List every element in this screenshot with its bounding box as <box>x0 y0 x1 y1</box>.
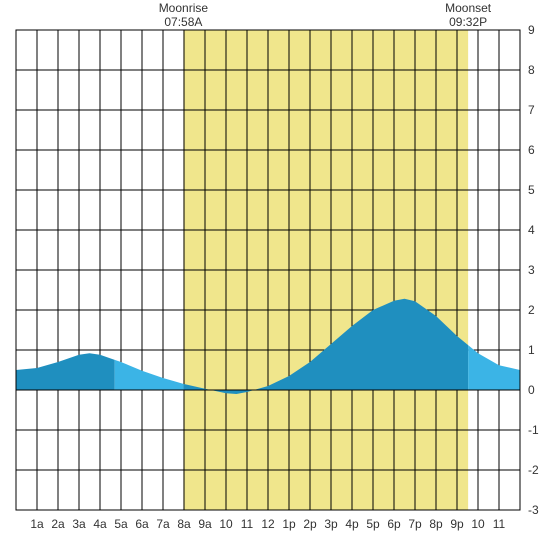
svg-text:-3: -3 <box>528 503 539 517</box>
svg-text:8: 8 <box>528 63 535 77</box>
svg-text:11: 11 <box>241 517 254 531</box>
svg-text:6p: 6p <box>387 517 401 531</box>
svg-text:1: 1 <box>528 343 535 357</box>
svg-text:1p: 1p <box>282 517 296 531</box>
svg-text:2p: 2p <box>303 517 317 531</box>
svg-text:5: 5 <box>528 183 535 197</box>
svg-text:11: 11 <box>493 517 506 531</box>
svg-text:1a: 1a <box>30 517 44 531</box>
tide-chart: 1a2a3a4a5a6a7a8a9a1011121p2p3p4p5p6p7p8p… <box>0 0 550 550</box>
svg-text:3a: 3a <box>72 517 86 531</box>
svg-text:3p: 3p <box>324 517 338 531</box>
moonrise-label: Moonrise07:58A <box>159 1 209 29</box>
svg-text:2a: 2a <box>51 517 65 531</box>
x-axis-labels: 1a 2a 3a 4a 5a 6a 7a 8a 9a 10 11 12 1p 2p 3p 4p 5p 6p 7p 8p… <box>30 517 505 531</box>
svg-text:6: 6 <box>528 143 535 157</box>
svg-text:2: 2 <box>528 303 535 317</box>
svg-text:-2: -2 <box>528 463 539 477</box>
svg-text:-1: -1 <box>528 423 539 437</box>
svg-text:10: 10 <box>219 517 233 531</box>
moonset-label: Moonset09:32P <box>445 1 492 29</box>
svg-text:12: 12 <box>261 517 275 531</box>
svg-text:09:32P: 09:32P <box>449 15 487 29</box>
chart-svg: 1a2a3a4a5a6a7a8a9a1011121p2p3p4p5p6p7p8p… <box>0 0 550 550</box>
svg-text:8p: 8p <box>429 517 443 531</box>
svg-text:9p: 9p <box>450 517 464 531</box>
svg-text:9: 9 <box>528 23 535 37</box>
svg-text:0: 0 <box>528 383 535 397</box>
svg-text:9a: 9a <box>198 517 212 531</box>
svg-text:7a: 7a <box>156 517 170 531</box>
svg-text:Moonset: Moonset <box>445 1 492 15</box>
svg-text:4p: 4p <box>345 517 359 531</box>
svg-text:7: 7 <box>528 103 535 117</box>
svg-text:5p: 5p <box>366 517 380 531</box>
svg-text:10: 10 <box>471 517 485 531</box>
svg-text:6a: 6a <box>135 517 149 531</box>
svg-text:8a: 8a <box>177 517 191 531</box>
svg-text:7p: 7p <box>408 517 422 531</box>
svg-text:4: 4 <box>528 223 535 237</box>
svg-text:5a: 5a <box>114 517 128 531</box>
svg-text:Moonrise: Moonrise <box>159 1 209 15</box>
svg-text:4a: 4a <box>93 517 107 531</box>
svg-text:07:58A: 07:58A <box>164 15 202 29</box>
svg-text:3: 3 <box>528 263 535 277</box>
